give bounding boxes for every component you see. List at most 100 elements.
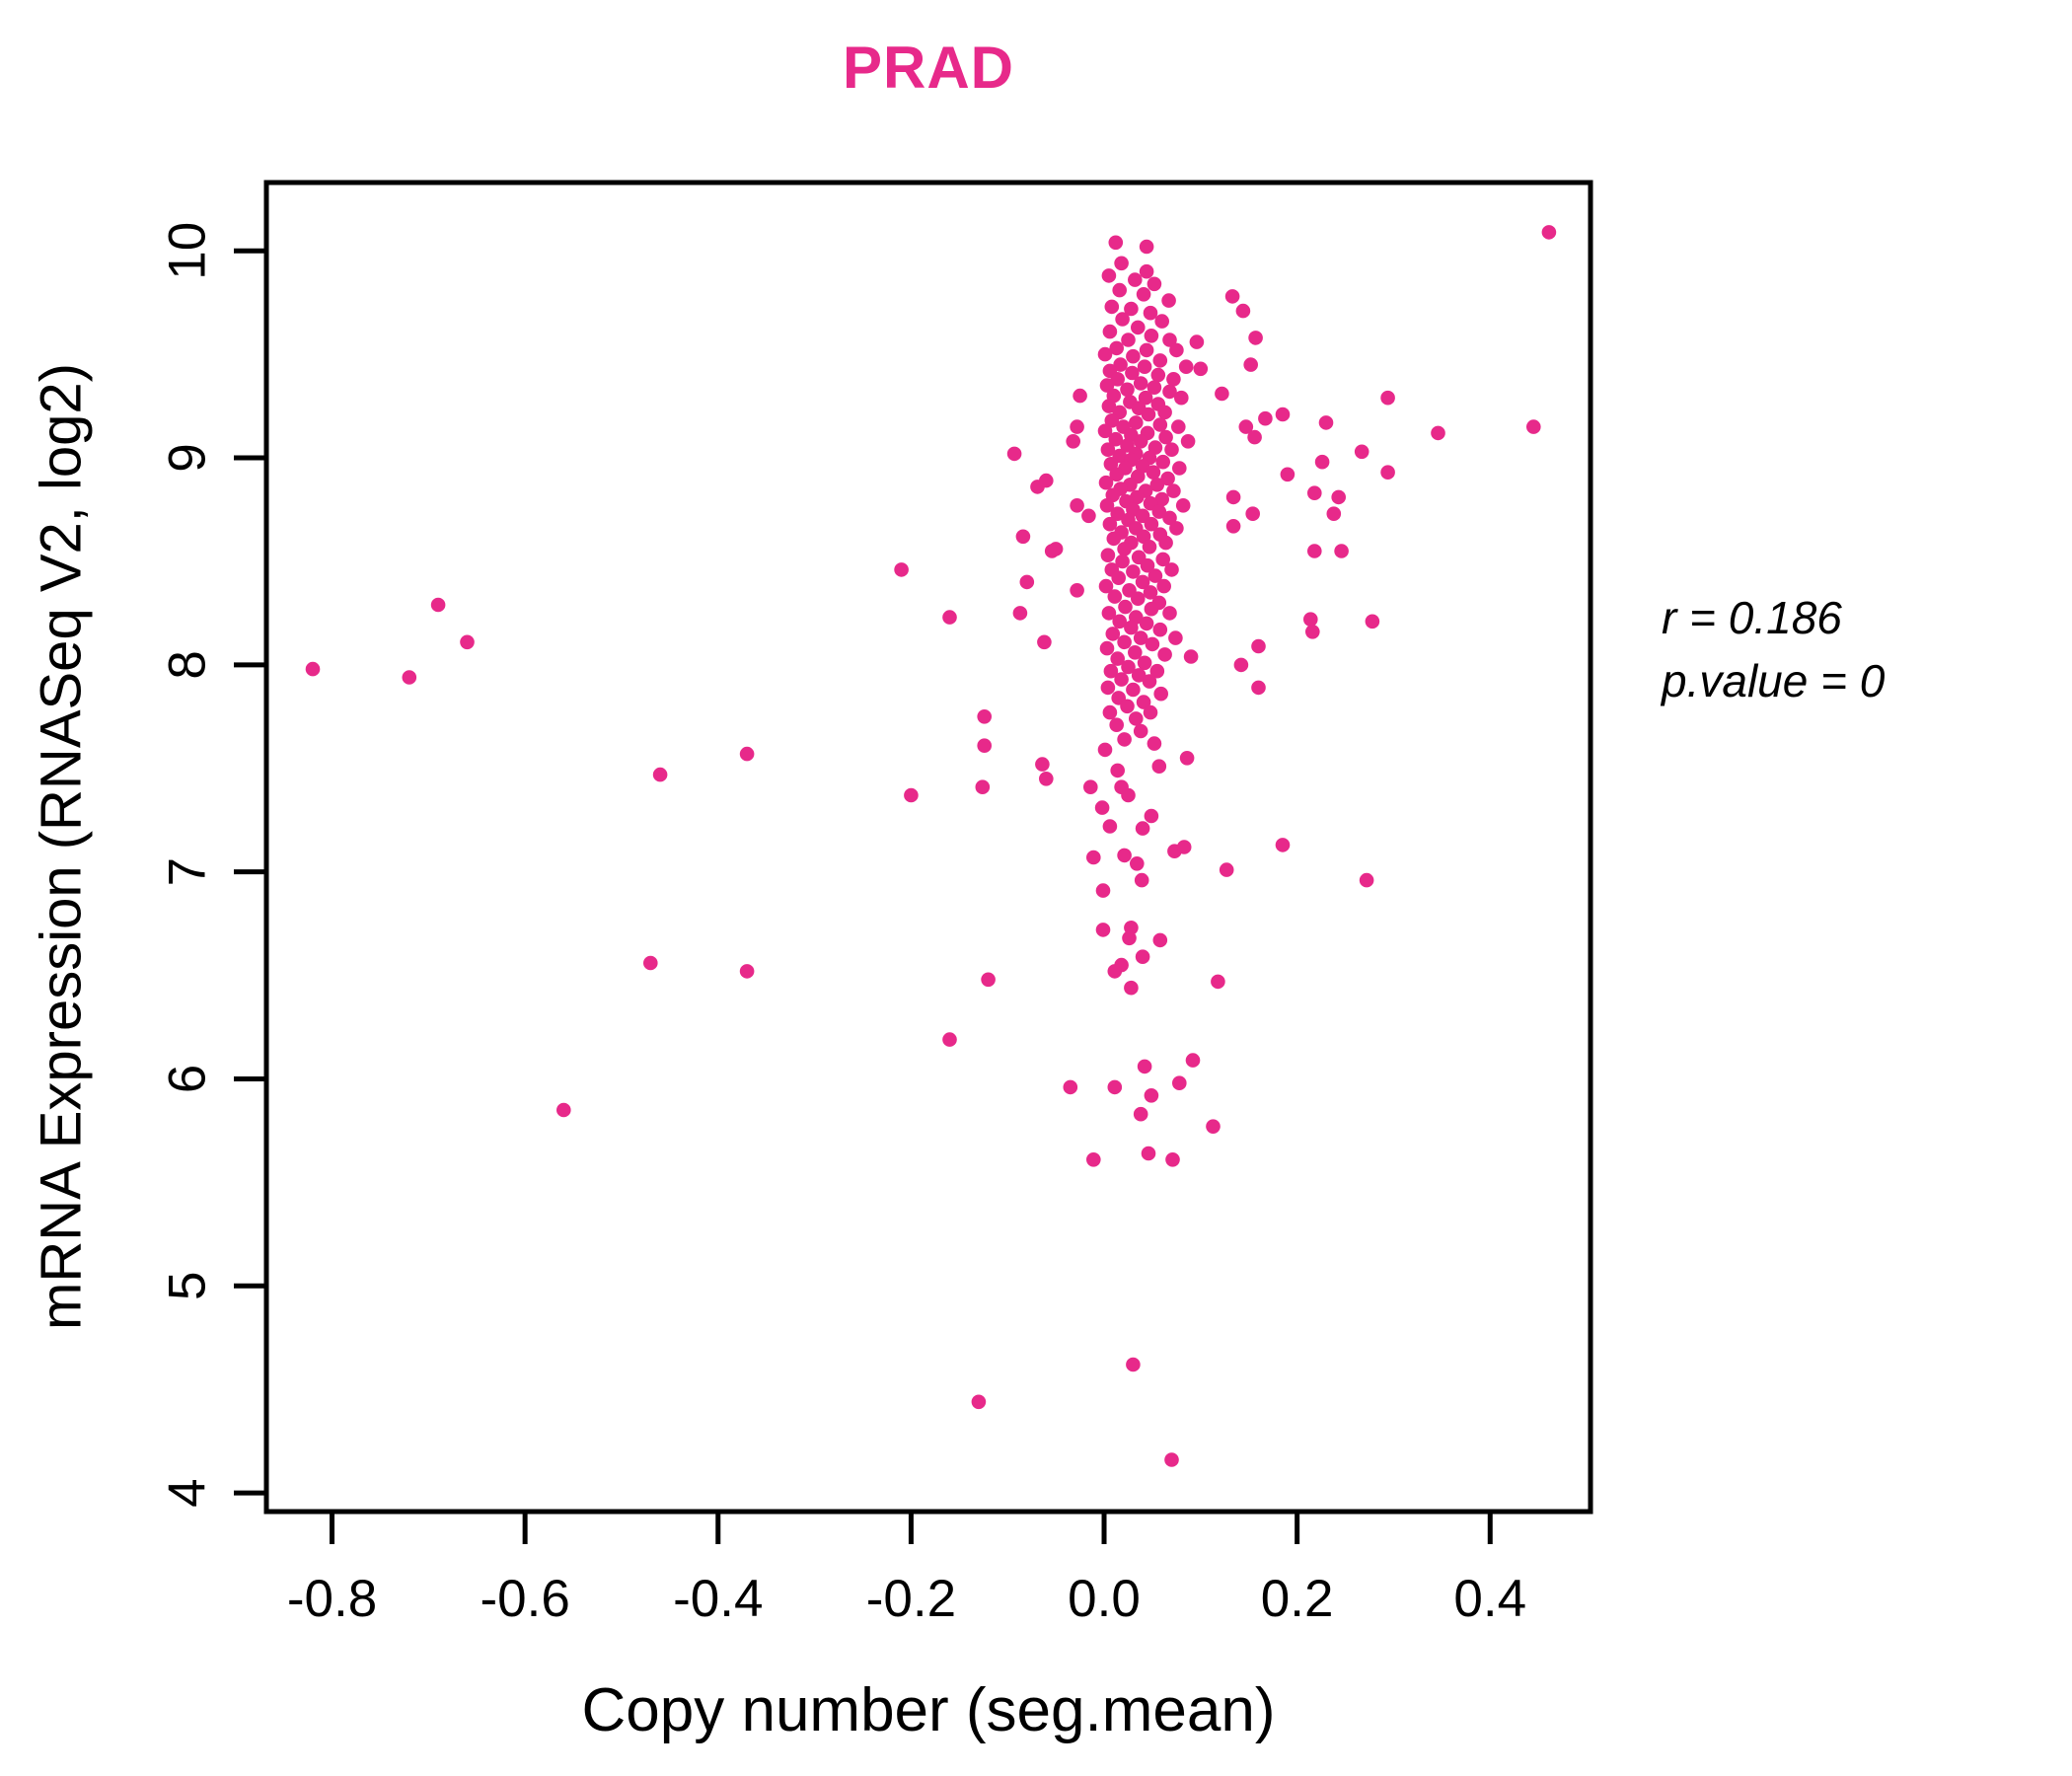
data-point bbox=[1161, 293, 1176, 308]
y-axis-tick-label: 6 bbox=[159, 1065, 217, 1093]
data-point bbox=[1104, 299, 1120, 315]
data-point bbox=[1144, 601, 1159, 617]
data-point bbox=[1176, 840, 1192, 854]
y-axis-tick-label: 5 bbox=[159, 1272, 217, 1300]
data-point bbox=[1118, 599, 1133, 615]
data-point bbox=[1115, 554, 1130, 569]
data-point bbox=[894, 562, 909, 577]
data-point bbox=[1102, 819, 1118, 834]
data-point bbox=[1156, 578, 1171, 594]
data-point bbox=[1307, 485, 1322, 501]
data-point bbox=[643, 955, 658, 971]
data-point bbox=[1108, 431, 1124, 447]
data-point bbox=[1150, 367, 1166, 383]
data-point bbox=[1152, 622, 1168, 637]
data-point bbox=[1106, 531, 1122, 547]
data-point bbox=[1141, 1146, 1156, 1161]
data-point bbox=[977, 709, 992, 724]
data-point bbox=[1101, 606, 1117, 621]
data-point bbox=[1380, 390, 1395, 406]
data-point bbox=[1331, 489, 1346, 505]
x-axis-tick-label: -0.6 bbox=[480, 1570, 569, 1628]
data-point bbox=[1117, 848, 1132, 863]
data-point bbox=[1206, 1119, 1221, 1134]
data-point bbox=[1124, 980, 1139, 996]
data-point bbox=[1180, 434, 1196, 449]
data-point bbox=[1133, 1106, 1148, 1122]
data-point bbox=[1251, 680, 1266, 696]
data-point bbox=[1102, 516, 1118, 532]
data-point bbox=[1154, 491, 1169, 507]
data-point bbox=[1037, 634, 1052, 650]
data-point bbox=[1149, 478, 1165, 492]
data-point bbox=[1193, 361, 1209, 377]
data-point bbox=[1102, 324, 1118, 339]
data-point bbox=[1099, 378, 1115, 393]
data-point bbox=[1143, 585, 1158, 600]
data-point bbox=[1137, 359, 1152, 375]
data-point bbox=[1151, 504, 1167, 519]
data-point bbox=[1155, 552, 1170, 567]
data-point bbox=[1073, 388, 1087, 404]
data-point bbox=[1169, 521, 1184, 536]
data-point bbox=[1219, 862, 1234, 877]
data-point bbox=[1138, 390, 1153, 406]
stats-annotation: r = 0.186 p.value = 0 bbox=[1662, 586, 1885, 712]
data-point bbox=[1314, 454, 1330, 470]
data-point bbox=[1157, 405, 1172, 420]
data-point bbox=[1166, 372, 1181, 387]
data-point bbox=[1139, 616, 1154, 631]
data-point bbox=[1136, 287, 1151, 302]
data-point bbox=[1114, 256, 1129, 271]
data-point bbox=[305, 661, 321, 677]
data-point bbox=[975, 779, 991, 794]
data-point bbox=[1158, 429, 1173, 445]
data-point bbox=[1133, 723, 1148, 739]
data-point bbox=[1171, 419, 1186, 434]
data-point bbox=[1121, 659, 1136, 675]
data-point bbox=[1070, 498, 1084, 513]
data-point bbox=[1126, 348, 1141, 364]
data-point bbox=[1149, 663, 1165, 679]
data-point bbox=[1083, 779, 1098, 794]
data-point bbox=[1152, 353, 1168, 368]
chart-title: PRAD bbox=[842, 35, 1014, 101]
data-point bbox=[1098, 578, 1114, 594]
data-point bbox=[1110, 506, 1125, 521]
data-point bbox=[1110, 651, 1125, 666]
data-point bbox=[1137, 1059, 1152, 1074]
data-point bbox=[1179, 751, 1195, 766]
data-point bbox=[1168, 630, 1183, 645]
data-point bbox=[1334, 544, 1349, 558]
data-point bbox=[1144, 808, 1159, 824]
data-point bbox=[1143, 305, 1158, 321]
data-point bbox=[904, 787, 919, 803]
data-point bbox=[1431, 425, 1445, 441]
data-point bbox=[1164, 442, 1179, 458]
data-point bbox=[942, 1032, 957, 1047]
data-point bbox=[1211, 974, 1225, 990]
data-point bbox=[1152, 417, 1168, 432]
data-point bbox=[1143, 704, 1158, 720]
data-point bbox=[1100, 548, 1116, 562]
data-point bbox=[1108, 235, 1124, 251]
data-point bbox=[1015, 529, 1031, 545]
data-point bbox=[1100, 442, 1116, 458]
plot-box bbox=[263, 180, 1593, 1515]
data-point bbox=[1147, 276, 1162, 292]
data-point bbox=[1039, 772, 1054, 786]
data-point bbox=[1104, 413, 1120, 428]
data-point bbox=[1107, 964, 1123, 979]
data-point bbox=[430, 597, 446, 613]
data-point bbox=[1303, 612, 1318, 627]
data-point bbox=[1146, 465, 1161, 481]
data-point bbox=[1238, 419, 1254, 434]
data-point bbox=[1124, 301, 1139, 317]
data-point bbox=[1144, 1088, 1159, 1103]
data-point bbox=[1151, 759, 1167, 774]
data-point bbox=[1162, 510, 1177, 526]
data-point bbox=[1126, 564, 1141, 579]
data-point bbox=[1107, 1079, 1123, 1095]
data-point bbox=[1258, 410, 1273, 426]
data-point bbox=[1307, 544, 1322, 558]
